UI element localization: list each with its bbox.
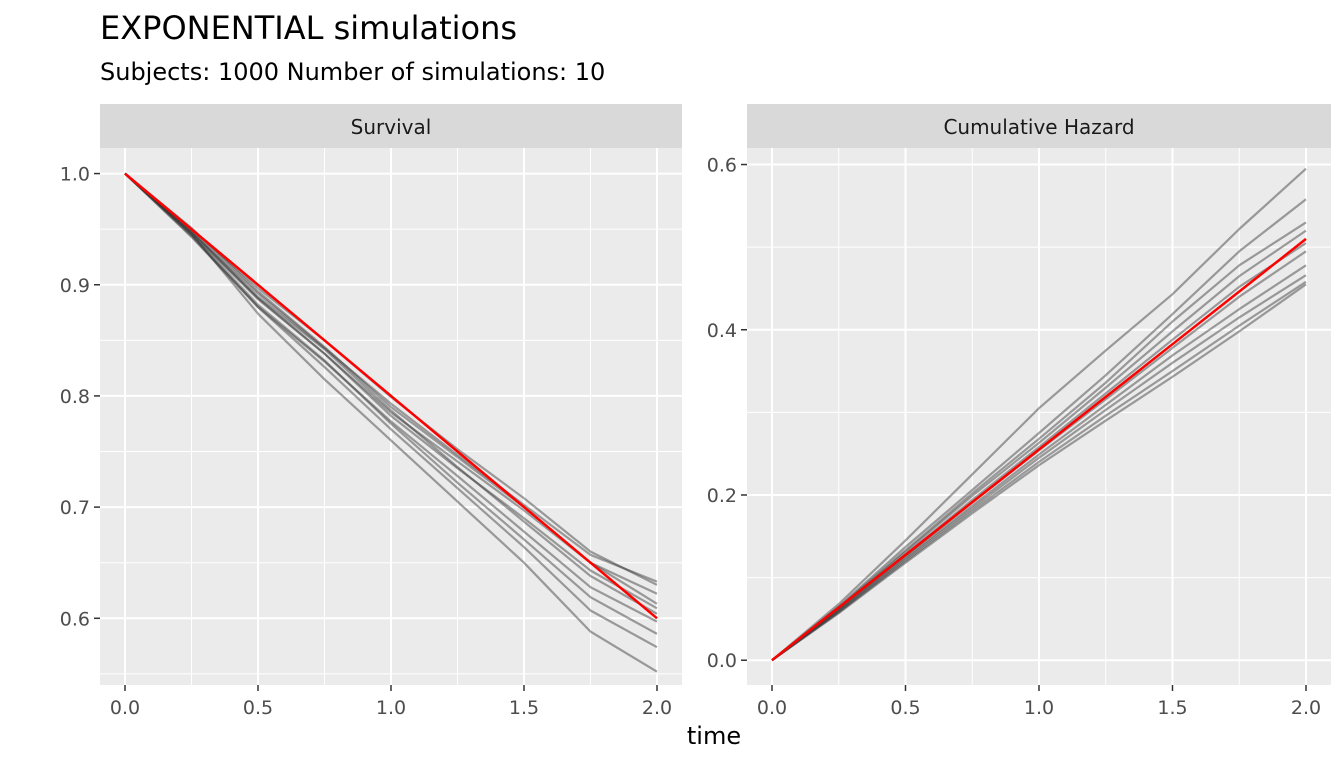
hazard-simulation-line-1 — [771, 167, 1307, 662]
survival-simulation-line-10 — [124, 172, 658, 673]
survival-simulation-line-5 — [124, 172, 658, 610]
hazard-simulation-line-8 — [771, 274, 1307, 662]
survival-x-tick-label: 2.0 — [642, 697, 672, 719]
hazard-simulation-line-7 — [771, 264, 1307, 662]
hazard-x-tick-label: 1.5 — [1157, 697, 1187, 719]
survival-x-tick-label: 1.0 — [376, 697, 406, 719]
hazard-x-tick-label: 0.0 — [757, 697, 787, 719]
survival-y-tick-label: 0.9 — [60, 275, 90, 297]
survival-y-tick-label: 0.6 — [60, 608, 90, 630]
x-axis-title: time — [686, 722, 742, 750]
survival-strip-label: Survival — [351, 115, 432, 139]
survival-x-tick-label: 1.5 — [509, 697, 539, 719]
hazard-y-tick-label: 0.2 — [707, 485, 737, 507]
hazard-simulation-line-3 — [771, 221, 1307, 662]
survival-simulation-line-8 — [124, 172, 658, 635]
cumulative-hazard-panel: Cumulative Hazard 0.0 0.5 1.0 1.5 2.0 0.0 0.2 0.… — [707, 104, 1331, 719]
survival-y-tick-label: 0.7 — [60, 497, 90, 519]
hazard-simulation-line-2 — [771, 198, 1307, 662]
hazard-x-tick-label: 0.5 — [890, 697, 920, 719]
survival-x-tick-label: 0.0 — [110, 697, 140, 719]
hazard-strip — [747, 104, 1331, 148]
chart-title: EXPONENTIAL simulations — [100, 9, 518, 47]
survival-simulation-line-1 — [124, 172, 658, 583]
hazard-simulation-line-9 — [771, 280, 1307, 662]
hazard-y-tick-label: 0.0 — [707, 650, 737, 672]
survival-simulation-line-7 — [124, 172, 658, 623]
hazard-y-tick-label: 0.6 — [707, 155, 737, 177]
survival-simulation-line-6 — [124, 172, 658, 615]
hazard-x-tick-label: 2.0 — [1291, 697, 1321, 719]
survival-x-tick-label: 0.5 — [243, 697, 273, 719]
hazard-theoretical-line — [771, 237, 1307, 662]
hazard-x-tick-label: 1.0 — [1024, 697, 1054, 719]
survival-panel: Survival 0.0 0.5 1.0 1.5 2.0 0.6 0.7 0.8 0.9 1.0 — [60, 104, 682, 719]
survival-y-tick-label: 0.8 — [60, 386, 90, 408]
survival-y-tick-label: 1.0 — [60, 164, 90, 186]
hazard-simulation-line-10 — [771, 283, 1307, 662]
hazard-strip-label: Cumulative Hazard — [943, 115, 1134, 139]
chart-subtitle: Subjects: 1000 Number of simulations: 10 — [100, 58, 606, 86]
survival-strip — [100, 104, 682, 148]
survival-theoretical-line — [124, 172, 658, 620]
hazard-y-tick-label: 0.4 — [707, 320, 737, 342]
survival-simulation-line-9 — [124, 172, 658, 649]
